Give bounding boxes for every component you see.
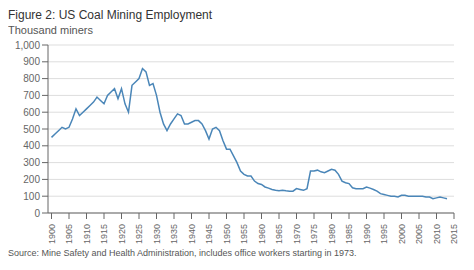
svg-text:1940: 1940 xyxy=(187,224,197,244)
svg-text:1900: 1900 xyxy=(47,224,57,244)
svg-text:2000: 2000 xyxy=(397,224,407,244)
svg-text:1960: 1960 xyxy=(257,224,267,244)
svg-text:600: 600 xyxy=(23,107,40,118)
svg-text:1990: 1990 xyxy=(362,224,372,244)
svg-text:1995: 1995 xyxy=(379,224,389,244)
svg-text:1965: 1965 xyxy=(274,224,284,244)
svg-text:1980: 1980 xyxy=(327,224,337,244)
svg-text:300: 300 xyxy=(23,157,40,168)
svg-text:800: 800 xyxy=(23,73,40,84)
svg-text:400: 400 xyxy=(23,140,40,151)
svg-text:1915: 1915 xyxy=(99,224,109,244)
svg-text:1970: 1970 xyxy=(292,224,302,244)
html-text:Figure 2: US Coal Mining Emplo: Figure 2: US Coal Mining Employment xyxy=(8,8,213,22)
svg-text:0: 0 xyxy=(34,208,40,219)
svg-text:1925: 1925 xyxy=(134,224,144,244)
html-text:Source: Mine Safety and Health: Source: Mine Safety and Health Administr… xyxy=(8,248,357,258)
svg-text:100: 100 xyxy=(23,191,40,202)
svg-text:1985: 1985 xyxy=(344,224,354,244)
svg-text:1,000: 1,000 xyxy=(15,40,40,51)
svg-text:1975: 1975 xyxy=(309,224,319,244)
svg-text:2005: 2005 xyxy=(414,224,424,244)
svg-text:1955: 1955 xyxy=(239,224,249,244)
svg-text:500: 500 xyxy=(23,124,40,135)
svg-text:1945: 1945 xyxy=(204,224,214,244)
svg-text:1910: 1910 xyxy=(82,224,92,244)
svg-text:1935: 1935 xyxy=(169,224,179,244)
svg-text:2010: 2010 xyxy=(432,224,442,244)
svg-text:200: 200 xyxy=(23,174,40,185)
svg-text:1920: 1920 xyxy=(117,224,127,244)
html-text:Thousand miners: Thousand miners xyxy=(8,24,93,36)
svg-text:1930: 1930 xyxy=(152,224,162,244)
svg-text:900: 900 xyxy=(23,56,40,67)
svg-text:700: 700 xyxy=(23,90,40,101)
svg-text:1905: 1905 xyxy=(64,224,74,244)
svg-text:2015: 2015 xyxy=(449,224,459,244)
svg-text:1950: 1950 xyxy=(222,224,232,244)
